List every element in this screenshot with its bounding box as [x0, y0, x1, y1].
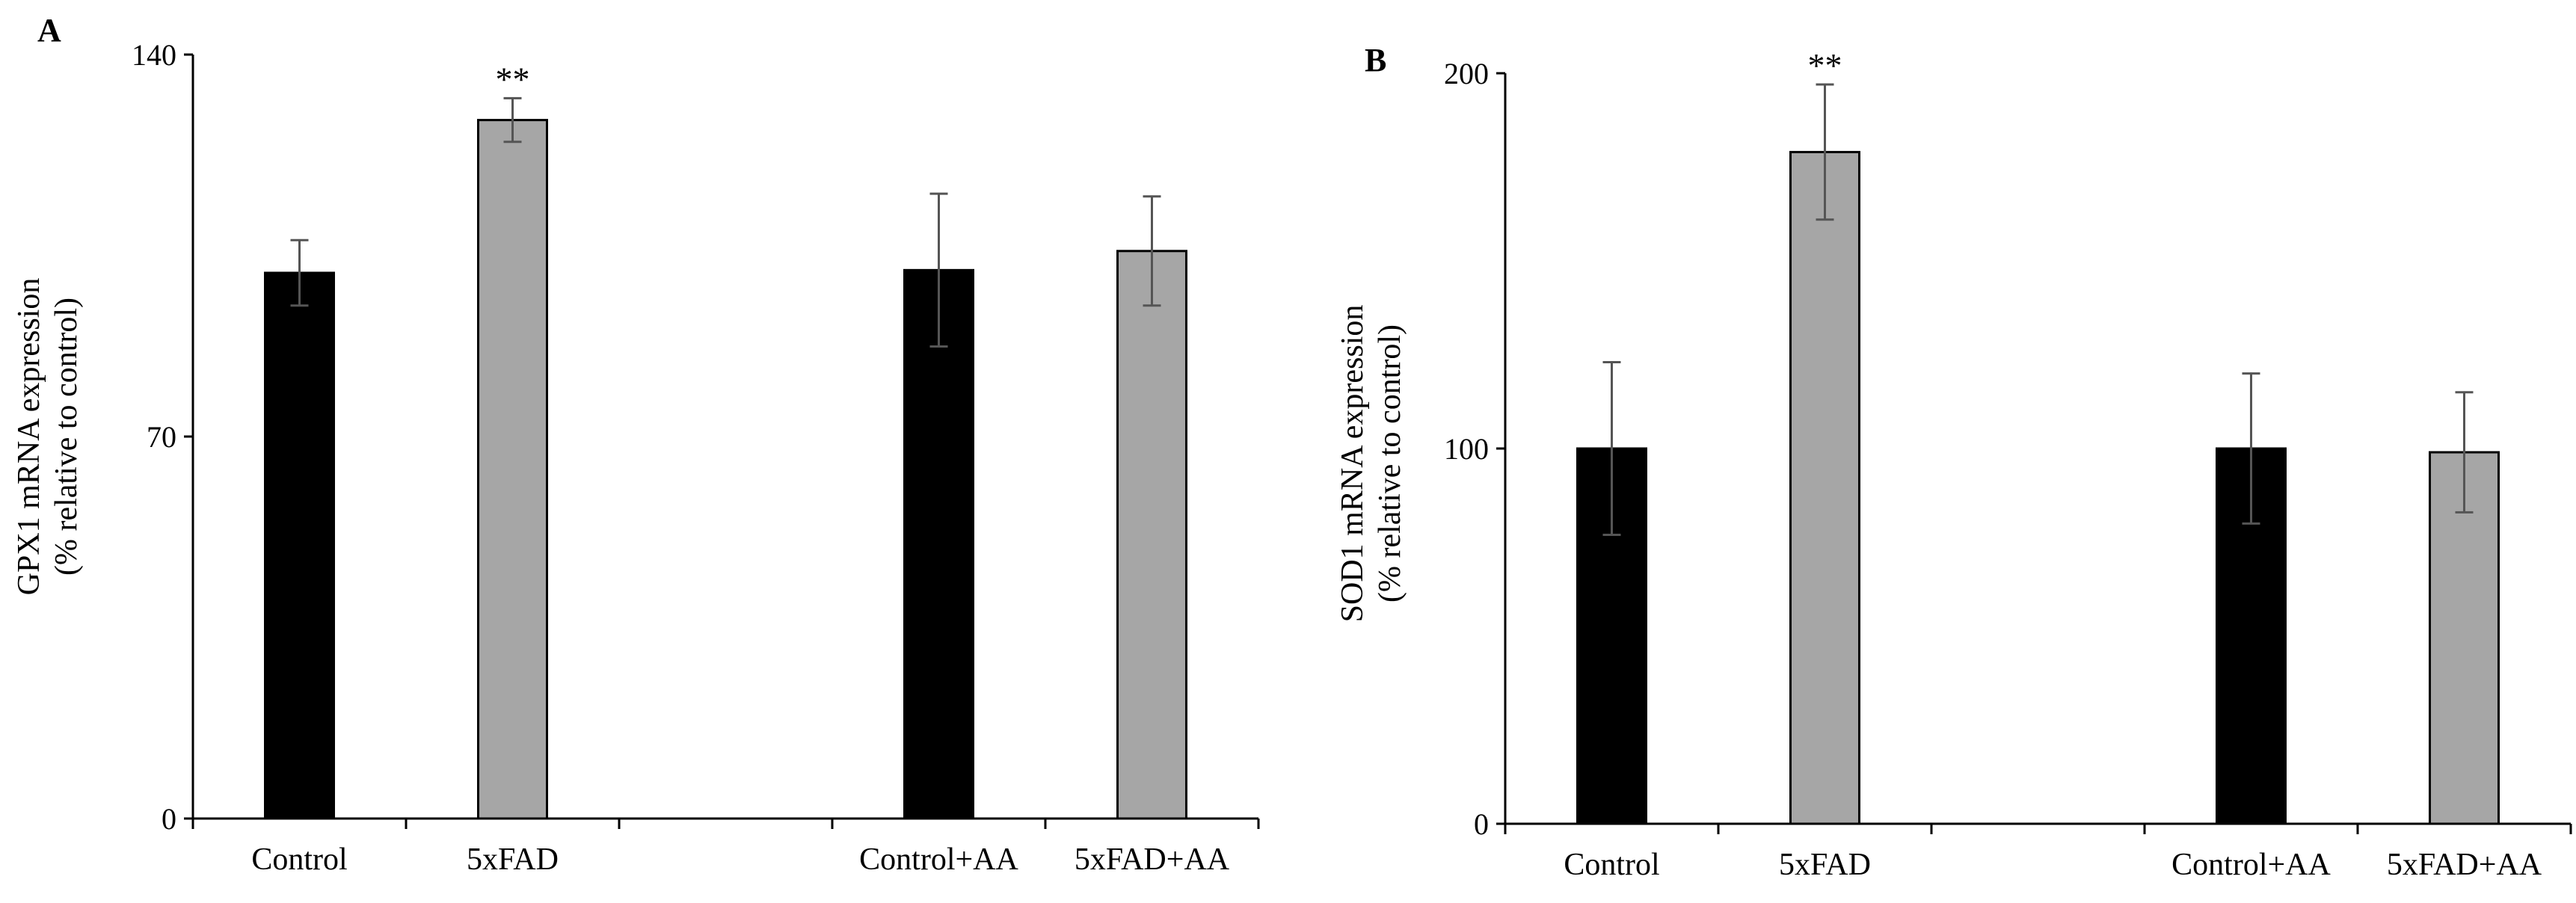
- y-axis-title-line2: (% relative to control): [49, 298, 84, 576]
- y-axis-title-line1: GPX1 mRNA expression: [12, 278, 46, 596]
- bar: [1116, 250, 1187, 820]
- x-category-label: 5xFAD+AA: [1075, 842, 1230, 877]
- y-tick-label: 0: [1474, 807, 1489, 841]
- x-category-label: 5xFAD: [1779, 848, 1871, 882]
- x-category-label: Control+AA: [859, 842, 1018, 877]
- x-category-label: Control: [251, 842, 347, 877]
- significance-annotation: **: [1808, 46, 1842, 84]
- bar: [1789, 150, 1860, 825]
- y-tick-label: 70: [147, 420, 176, 454]
- bar: [264, 271, 335, 820]
- panel-a-chart: A GPX1 mRNA expression (% relative to co…: [12, 12, 1260, 877]
- y-tick-label: 140: [132, 38, 176, 72]
- y-tick-label: 100: [1444, 432, 1489, 466]
- panel-letter: A: [37, 12, 61, 49]
- x-category-label: 5xFAD+AA: [2387, 848, 2542, 882]
- y-tick-label: 200: [1444, 57, 1489, 90]
- significance-annotation: **: [496, 60, 530, 98]
- x-category-label: 5xFAD: [467, 842, 559, 877]
- y-axis-title-line1: SOD1 mRNA expression: [1335, 305, 1370, 623]
- panel-letter: B: [1365, 42, 1386, 78]
- y-axis-title-line2: (% relative to control): [1373, 324, 1407, 602]
- x-category-label: Control: [1564, 848, 1659, 882]
- bar: [903, 268, 974, 820]
- bar: [2429, 451, 2500, 825]
- x-category-label: Control+AA: [2171, 848, 2331, 882]
- bar: [477, 119, 548, 820]
- y-tick-label: 0: [162, 802, 176, 836]
- panel-b-chart: B SOD1 mRNA expression (% relative to co…: [1335, 42, 2572, 882]
